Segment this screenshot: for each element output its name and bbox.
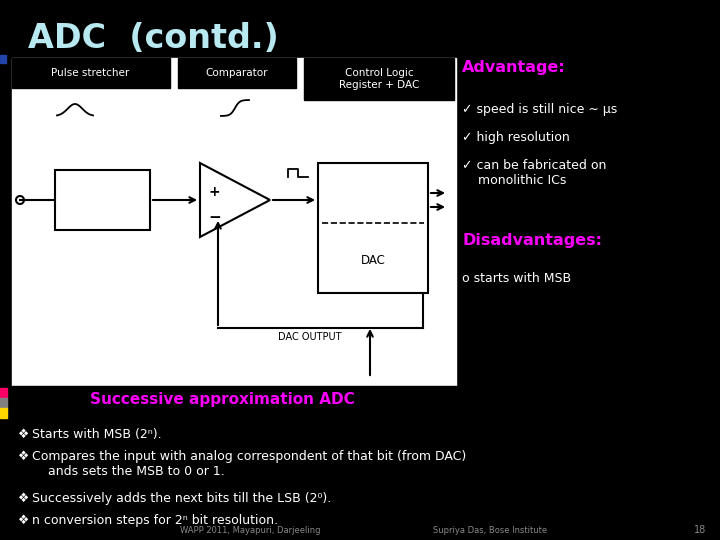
Text: Successive approximation ADC: Successive approximation ADC: [90, 392, 355, 407]
Text: Starts with MSB (2ⁿ).: Starts with MSB (2ⁿ).: [32, 428, 161, 441]
Text: −: −: [208, 211, 221, 226]
Text: Comparator: Comparator: [206, 68, 269, 78]
Bar: [12, 58, 456, 386]
Text: Compares the input with analog correspondent of that bit (from DAC)
    ands set: Compares the input with analog correspon…: [32, 450, 467, 478]
Text: ❖: ❖: [18, 514, 30, 527]
Text: ❖: ❖: [18, 450, 30, 463]
Polygon shape: [200, 163, 270, 237]
Text: +: +: [208, 185, 220, 199]
Text: DAC: DAC: [361, 254, 385, 267]
Text: Control Logic
Register + DAC: Control Logic Register + DAC: [339, 68, 419, 90]
Text: ✓ can be fabricated on
    monolithic ICs: ✓ can be fabricated on monolithic ICs: [462, 159, 606, 187]
Bar: [0, 388, 7, 398]
Text: Advantage:: Advantage:: [462, 60, 566, 75]
Bar: [178, 58, 296, 88]
Text: Disadvantages:: Disadvantages:: [462, 233, 602, 248]
Text: ADC  (contd.): ADC (contd.): [28, 22, 279, 55]
Bar: [0, 398, 7, 408]
Bar: [0, 408, 7, 418]
Bar: [0, 386, 720, 540]
Text: WAPP 2011, Mayapuri, Darjeeling: WAPP 2011, Mayapuri, Darjeeling: [180, 526, 320, 535]
Bar: [0, 55, 6, 63]
Text: Successively adds the next bits till the LSB (2⁰).: Successively adds the next bits till the…: [32, 492, 331, 505]
Text: Pulse stretcher: Pulse stretcher: [51, 68, 129, 78]
Bar: [12, 58, 170, 88]
Text: Supriya Das, Bose Institute: Supriya Das, Bose Institute: [433, 526, 547, 535]
Text: 18: 18: [694, 525, 706, 535]
Text: DAC OUTPUT: DAC OUTPUT: [278, 332, 342, 342]
Bar: [318, 163, 428, 293]
Text: ✓ speed is still nice ∼ μs: ✓ speed is still nice ∼ μs: [462, 103, 617, 116]
Bar: [304, 58, 454, 100]
Text: ❖: ❖: [18, 428, 30, 441]
Text: ❖: ❖: [18, 492, 30, 505]
Text: n conversion steps for 2ⁿ bit resolution.: n conversion steps for 2ⁿ bit resolution…: [32, 514, 278, 527]
Text: ✓ high resolution: ✓ high resolution: [462, 131, 570, 144]
Text: o starts with MSB: o starts with MSB: [462, 272, 571, 285]
Bar: [55, 170, 150, 230]
